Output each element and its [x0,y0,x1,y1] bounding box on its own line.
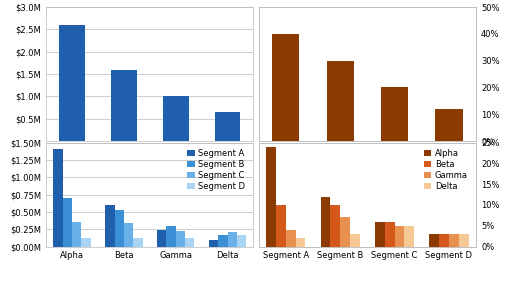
Bar [62,198,72,247]
Bar [227,232,237,247]
Bar [157,230,166,247]
Bar [185,238,195,247]
Bar [53,149,62,247]
Bar [330,205,340,247]
Bar [111,70,137,141]
Bar [124,223,133,247]
Bar [459,234,468,247]
Bar [105,205,115,247]
Bar [81,238,91,247]
Bar [133,238,142,247]
Bar [272,34,300,141]
Bar [72,222,81,247]
Bar [237,235,246,247]
Bar [218,235,227,247]
Bar [276,205,286,247]
Legend: Alpha, Beta, Gamma, Delta: Alpha, Beta, Gamma, Delta [424,149,467,191]
Bar [395,226,404,247]
Bar [430,234,439,247]
Bar [286,230,295,247]
Bar [215,112,241,141]
Bar [166,226,176,247]
Bar [209,240,218,247]
Bar [439,234,449,247]
Bar [449,234,459,247]
Bar [385,221,395,247]
Bar [340,217,350,247]
Bar [59,25,85,141]
Bar [266,147,276,247]
Bar [295,238,305,247]
Bar [404,226,414,247]
Bar [115,210,124,247]
Legend: Segment A, Segment B, Segment C, Segment D: Segment A, Segment B, Segment C, Segment… [187,149,245,191]
Bar [435,109,462,141]
Bar [375,221,385,247]
Bar [327,61,354,141]
Bar [176,231,185,247]
Bar [350,234,360,247]
Bar [321,197,330,247]
Bar [163,96,188,141]
Bar [381,87,408,141]
